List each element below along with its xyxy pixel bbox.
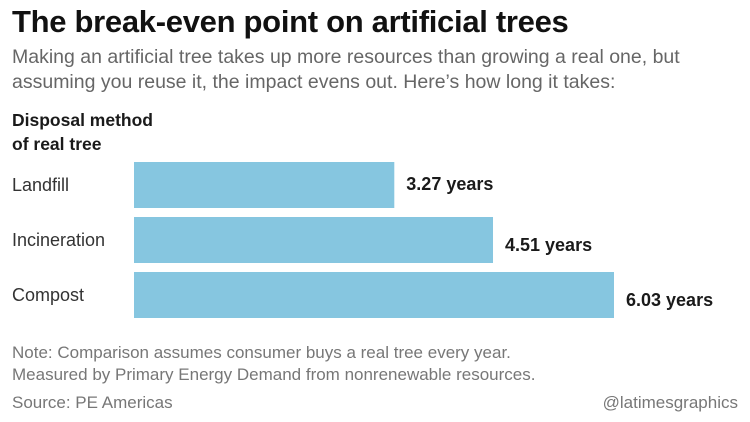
category-axis-header: Disposal method of real tree — [12, 108, 153, 156]
value-label: 3.27 years — [406, 174, 493, 194]
bar-chart: Landfill 3.27 years Incineration 4.51 years… — [12, 162, 713, 318]
category-axis-header-line2: of real tree — [12, 134, 102, 154]
bar — [134, 217, 494, 263]
category-label: Incineration — [12, 230, 105, 250]
chart-note: Note: Comparison assumes consumer buys a… — [12, 342, 742, 386]
note-line-2: Measured by Primary Energy Demand from n… — [12, 365, 536, 384]
category-label: Compost — [12, 285, 84, 305]
value-label: 6.03 years — [626, 290, 713, 310]
publisher-credit: @latimesgraphics — [602, 393, 738, 412]
bar — [134, 272, 614, 318]
source-credit: Source: PE Americas — [12, 393, 173, 412]
value-label: 4.51 years — [505, 235, 592, 255]
note-line-1: Note: Comparison assumes consumer buys a… — [12, 343, 511, 362]
category-axis-header-line1: Disposal method — [12, 110, 153, 130]
chart-subtitle: Making an artificial tree takes up more … — [12, 46, 680, 93]
chart-title: The break-even point on artificial trees — [12, 4, 569, 39]
bar — [134, 162, 395, 208]
category-label: Landfill — [12, 175, 69, 195]
